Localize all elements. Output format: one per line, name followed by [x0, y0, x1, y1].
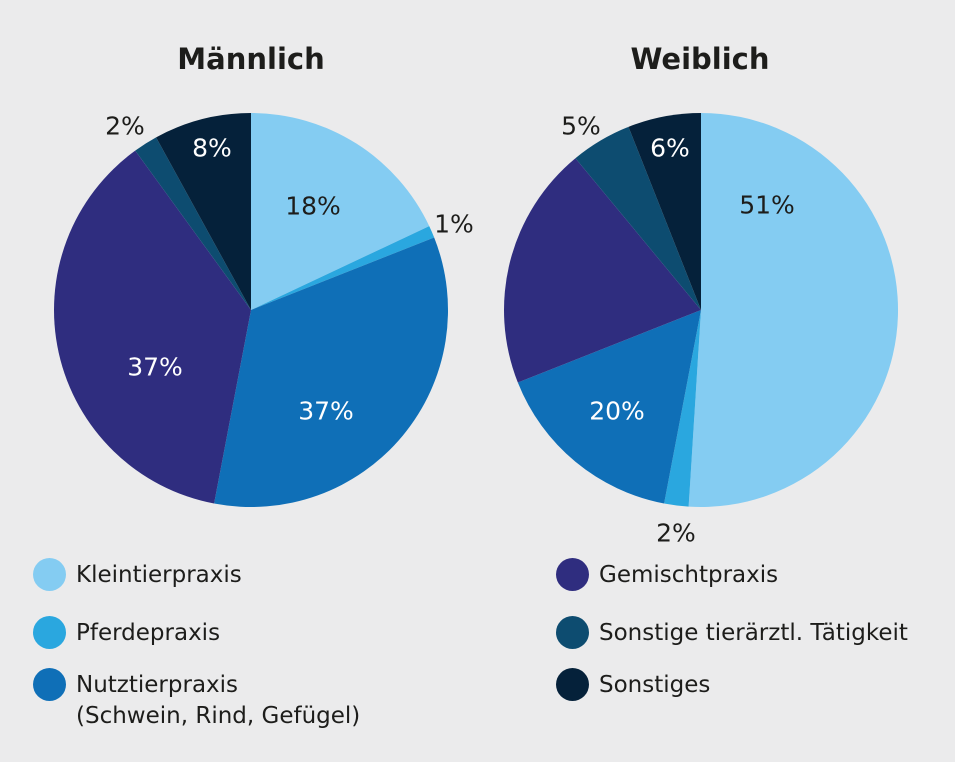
pie-0-slice-nutztierpraxis: [214, 237, 449, 507]
pie-1-label-pferdepraxis: 2%: [656, 519, 696, 548]
pie-0-slice-sonstige: [135, 137, 251, 310]
pie-1-label-sonstige: 5%: [561, 112, 601, 141]
pie-1-slice-kleintierpraxis: [688, 113, 899, 508]
chart-title-maennlich: Männlich: [177, 42, 325, 76]
legend-item-pferdepraxis: Pferdepraxis: [33, 616, 220, 649]
pie-0-label-sonstiges: 8%: [192, 134, 232, 163]
pie-1-slice-nutztierpraxis: [517, 310, 701, 504]
legend-label-gemischtpraxis: Gemischtpraxis: [599, 562, 779, 588]
pie-1-slice-pferdepraxis: [664, 310, 701, 507]
legend-label-nutztierpraxis: Nutztierpraxis (Schwein, Rind, Gefügel): [76, 670, 360, 732]
pie-0-label-pferdepraxis: 1%: [434, 210, 474, 239]
pie-0-label-gemischtpraxis: 37%: [127, 353, 183, 382]
pie-0-label-kleintierpraxis: 18%: [285, 192, 341, 221]
pie-0-slice-pferdepraxis: [251, 226, 435, 310]
legend-item-nutztierpraxis: Nutztierpraxis (Schwein, Rind, Gefügel): [33, 668, 360, 732]
pie-1-slice-sonstige: [575, 126, 701, 310]
legend-item-sonstiges: Sonstiges: [556, 668, 710, 701]
pie-0-slice-sonstiges: [156, 113, 251, 310]
legend-label-kleintierpraxis: Kleintierpraxis: [76, 562, 242, 588]
pie-0-slice-gemischtpraxis: [54, 150, 251, 504]
legend-swatch-sonstiges: [556, 668, 589, 701]
legend-label-nutztierpraxis-line1: Nutztierpraxis: [76, 672, 239, 698]
legend-label-sonstige-taetigkeit: Sonstige tierärztl. Tätigkeit: [599, 620, 908, 646]
legend-swatch-pferdepraxis: [33, 616, 66, 649]
pie-0-slice-kleintierpraxis: [251, 113, 430, 310]
pie-1-slice-sonstiges: [628, 113, 701, 310]
legend-item-gemischtpraxis: Gemischtpraxis: [556, 558, 778, 591]
legend-swatch-gemischtpraxis: [556, 558, 589, 591]
chart-title-weiblich: Weiblich: [630, 42, 770, 76]
legend-label-nutztierpraxis-line2: (Schwein, Rind, Gefügel): [76, 703, 361, 729]
legend-swatch-nutztierpraxis: [33, 668, 66, 701]
pie-1-label-nutztierpraxis: 20%: [589, 397, 645, 426]
legend-label-sonstiges: Sonstiges: [599, 672, 711, 698]
legend-swatch-kleintierpraxis: [33, 558, 66, 591]
legend-item-kleintierpraxis: Kleintierpraxis: [33, 558, 242, 591]
legend-label-pferdepraxis: Pferdepraxis: [76, 620, 221, 646]
legend-item-sonstige-taetigkeit: Sonstige tierärztl. Tätigkeit: [556, 616, 908, 649]
pie-1-slice-gemischtpraxis: [503, 158, 701, 383]
pie-1-label-kleintierpraxis: 51%: [739, 191, 795, 220]
pie-1-label-sonstiges: 6%: [650, 134, 690, 163]
pie-0-label-sonstige: 2%: [105, 112, 145, 141]
pie-0-label-nutztierpraxis: 37%: [298, 397, 354, 426]
legend-swatch-sonstige-taetigkeit: [556, 616, 589, 649]
